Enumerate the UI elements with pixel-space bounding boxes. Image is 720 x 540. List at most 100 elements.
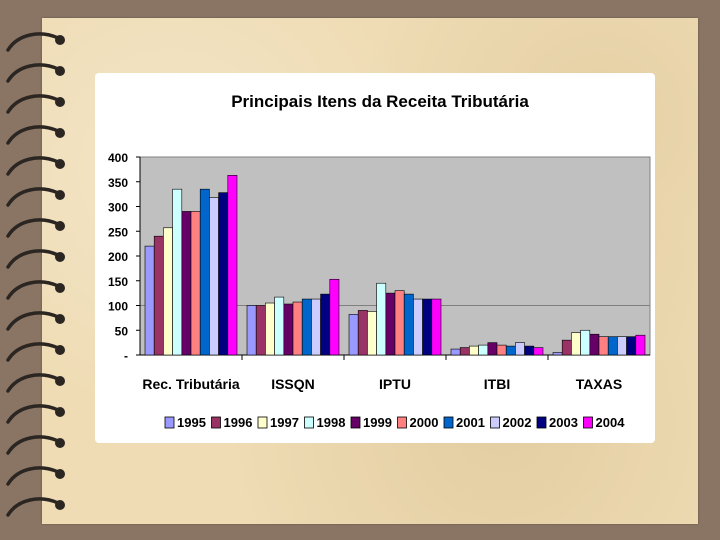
- binding-ring: [6, 404, 65, 424]
- y-tick-label: 50: [115, 324, 129, 338]
- y-tick-label: -: [124, 349, 128, 363]
- legend-label: 2003: [549, 415, 578, 430]
- bar: [329, 278, 340, 356]
- binding-ring: [6, 218, 65, 238]
- binding-ring: [6, 373, 65, 393]
- binding-ring: [6, 311, 65, 331]
- bar: [190, 211, 201, 356]
- bar-chart: Principais Itens da Receita Tributária -…: [108, 92, 651, 430]
- bar: [385, 292, 396, 356]
- bar: [357, 310, 368, 356]
- binding-ring: [6, 280, 65, 300]
- bar: [626, 336, 637, 356]
- bar: [533, 347, 544, 356]
- binding-ring: [6, 466, 65, 486]
- bar: [376, 282, 387, 356]
- chart-legend: 1995 1996 1997 1998 1999 2000 2001 2002 2003 2004: [164, 415, 626, 430]
- binding-ring: [6, 497, 65, 517]
- legend-swatch: [211, 416, 221, 429]
- x-tick-label: TAXAS: [576, 376, 622, 392]
- bar: [255, 305, 266, 356]
- bar: [320, 293, 331, 356]
- bar: [301, 298, 312, 356]
- legend-swatch: [257, 416, 268, 429]
- chart-title: Principais Itens da Receita Tributária: [231, 92, 529, 111]
- legend-label: 1999: [363, 415, 392, 430]
- bar: [515, 342, 525, 356]
- y-tick-label: 200: [108, 250, 128, 264]
- legend-swatch: [443, 416, 454, 429]
- bar: [450, 348, 461, 356]
- bar: [144, 245, 155, 356]
- bar: [580, 329, 591, 356]
- bar: [163, 227, 173, 356]
- bar: [283, 303, 294, 356]
- bar: [459, 347, 470, 356]
- bar: [469, 345, 479, 356]
- legend-label: 2001: [456, 415, 485, 430]
- bar: [431, 298, 442, 356]
- spiral-binding: [6, 32, 65, 517]
- bar: [561, 339, 572, 356]
- legend-swatch: [350, 416, 361, 429]
- binding-ring: [6, 249, 65, 269]
- legend-label: 1996: [224, 415, 253, 430]
- x-tick-label: ISSQN: [271, 376, 315, 392]
- bar: [394, 290, 405, 356]
- bar: [209, 197, 219, 356]
- bar: [571, 332, 581, 356]
- bar: [292, 301, 303, 356]
- bar: [635, 334, 646, 356]
- bar: [505, 345, 516, 356]
- binding-ring: [6, 342, 65, 362]
- bar: [246, 305, 257, 356]
- bar: [227, 175, 238, 356]
- binding-ring: [6, 63, 65, 83]
- bar: [589, 333, 600, 356]
- legend-swatch: [397, 416, 407, 429]
- y-tick-label: 300: [108, 201, 128, 215]
- legend-swatch: [583, 416, 593, 429]
- y-tick-label: 400: [108, 151, 128, 165]
- bar: [172, 188, 183, 356]
- binding-ring: [6, 187, 65, 207]
- bar: [496, 344, 507, 356]
- legend-label: 2004: [596, 415, 626, 430]
- legend-swatch: [164, 416, 175, 429]
- bar: [403, 293, 414, 356]
- bar: [487, 342, 498, 356]
- x-tick-label: Rec. Tributária: [142, 376, 239, 392]
- legend-swatch: [536, 416, 547, 429]
- legend-swatch: [490, 416, 500, 429]
- bar: [311, 298, 321, 356]
- bar: [181, 211, 192, 356]
- bar: [274, 296, 285, 356]
- legend-label: 1998: [317, 415, 346, 430]
- bar: [218, 192, 229, 356]
- legend-label: 2000: [410, 415, 439, 430]
- y-tick-label: 100: [108, 300, 128, 314]
- bar: [552, 352, 563, 356]
- bar: [265, 302, 275, 356]
- binding-ring: [6, 94, 65, 114]
- x-tick-label: ITBI: [484, 376, 510, 392]
- y-tick-label: 250: [108, 225, 128, 239]
- bar: [598, 336, 609, 356]
- bar: [348, 314, 359, 356]
- legend-swatch: [304, 416, 314, 429]
- legend-label: 1997: [270, 415, 299, 430]
- bar: [367, 311, 377, 356]
- bar: [524, 345, 535, 356]
- bar: [413, 298, 423, 356]
- binding-ring: [6, 32, 65, 52]
- binding-ring: [6, 125, 65, 145]
- binding-ring: [6, 156, 65, 176]
- legend-label: 1995: [177, 415, 206, 430]
- binding-ring: [6, 435, 65, 455]
- y-tick-label: 350: [108, 176, 128, 190]
- x-tick-label: IPTU: [379, 376, 411, 392]
- bar: [199, 188, 210, 356]
- bar: [478, 344, 489, 356]
- bar: [607, 336, 618, 356]
- bar: [422, 298, 433, 356]
